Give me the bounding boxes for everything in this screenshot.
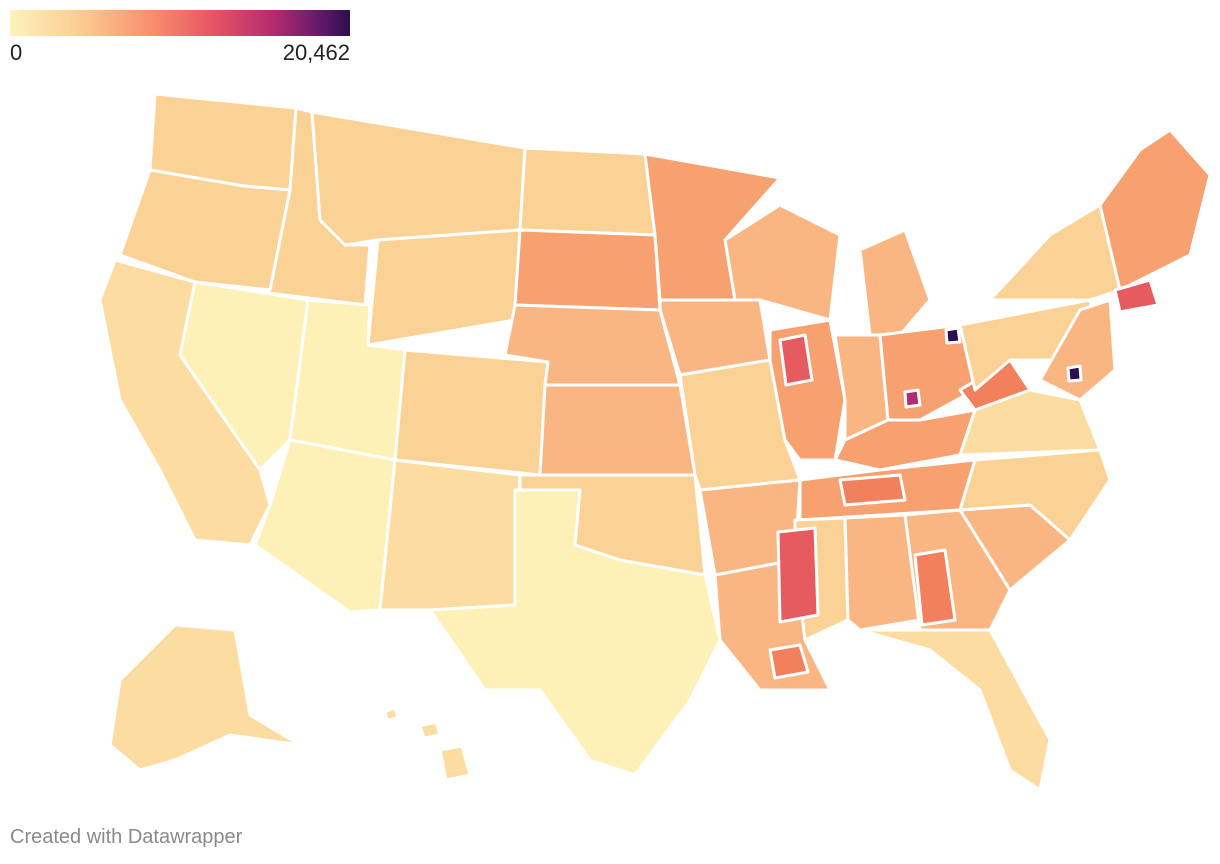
- region-virginia: [958, 388, 1102, 457]
- region-south-dakota: [513, 228, 662, 312]
- region-north-carolina: [958, 448, 1112, 542]
- region-louisiana-hotspot: [768, 643, 810, 680]
- region-alabama-hotspot: [913, 548, 957, 627]
- region-ohio-dark: [944, 326, 962, 345]
- legend-min-label: 0: [10, 40, 23, 65]
- legend-max-label: 20,462: [282, 40, 350, 65]
- region-nevada: [178, 280, 310, 472]
- region-ohio-magenta: [903, 388, 922, 409]
- datawrapper-credit: Created with Datawrapper: [10, 826, 243, 848]
- region-illinois-hotspot: [778, 333, 814, 387]
- region-ohio: [878, 323, 977, 422]
- region-texas: [428, 488, 722, 777]
- region-north-dakota: [518, 146, 657, 237]
- region-new-york: [988, 203, 1122, 302]
- region-new-england: [1098, 128, 1212, 292]
- region-new-jersey-maryland: [1038, 298, 1117, 402]
- region-florida: [858, 628, 1052, 792]
- region-connecticut-hotspot: [1113, 278, 1160, 314]
- region-alabama: [843, 513, 922, 632]
- region-kentucky-hotspot: [838, 473, 907, 507]
- region-colorado: [393, 348, 550, 477]
- region-arizona: [253, 438, 397, 614]
- color-legend: 0 20,462: [10, 8, 350, 68]
- us-choropleth-map: [98, 92, 1212, 792]
- region-kansas: [538, 383, 697, 477]
- region-new-mexico: [378, 458, 522, 612]
- region-maryland-dark: [1066, 364, 1083, 383]
- region-michigan: [858, 228, 932, 337]
- region-hawaii: [383, 706, 472, 782]
- region-montana: [310, 110, 527, 247]
- region-wyoming: [366, 228, 522, 347]
- region-alaska: [108, 623, 302, 772]
- legend-gradient-bar: [10, 10, 350, 36]
- region-mississippi-hotspot: [776, 526, 820, 624]
